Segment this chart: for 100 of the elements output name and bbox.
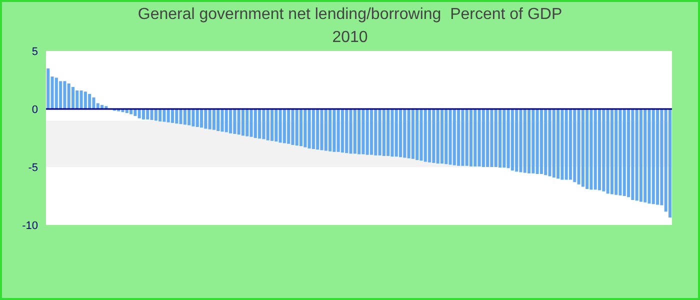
bar xyxy=(548,109,552,176)
bar xyxy=(573,109,576,182)
bar xyxy=(420,109,423,161)
bar xyxy=(606,109,610,194)
bar xyxy=(154,109,158,121)
bar xyxy=(586,109,589,190)
bar xyxy=(432,109,436,163)
bar xyxy=(486,109,490,167)
bar xyxy=(652,109,655,204)
bar xyxy=(436,109,440,164)
bar xyxy=(594,109,597,190)
bar xyxy=(349,109,352,154)
bar xyxy=(328,109,332,152)
bar xyxy=(444,109,448,164)
bar xyxy=(416,109,419,160)
bar xyxy=(237,109,240,135)
bar xyxy=(494,109,498,167)
bar xyxy=(46,68,50,109)
bar xyxy=(80,90,83,109)
bar xyxy=(490,109,494,167)
bar xyxy=(519,109,522,172)
bar xyxy=(590,109,593,190)
bar xyxy=(614,109,618,195)
bar xyxy=(345,109,348,154)
bar xyxy=(552,109,556,178)
bar xyxy=(399,109,402,158)
bar xyxy=(482,109,485,167)
bar xyxy=(635,109,638,201)
bar xyxy=(532,109,535,174)
bar xyxy=(216,109,220,132)
bar xyxy=(274,109,278,142)
bar xyxy=(76,90,79,109)
bar xyxy=(71,86,74,109)
bar xyxy=(581,109,584,187)
bar xyxy=(287,109,290,144)
chart-subtitle: 2010 xyxy=(331,29,369,47)
y-tick-label: 5 xyxy=(32,46,38,58)
bar xyxy=(540,109,543,174)
bar xyxy=(602,109,606,192)
bar xyxy=(370,109,373,155)
bar xyxy=(469,109,472,166)
bar xyxy=(295,109,298,146)
bar xyxy=(266,109,270,140)
bar xyxy=(515,109,518,172)
bar xyxy=(336,109,340,152)
bar xyxy=(308,109,311,148)
bar xyxy=(229,109,232,134)
bar xyxy=(610,109,614,194)
bar xyxy=(166,109,170,122)
bar xyxy=(146,109,150,120)
bar xyxy=(544,109,548,176)
bar xyxy=(262,109,266,140)
bar xyxy=(448,109,452,165)
bar xyxy=(407,109,410,158)
bar xyxy=(386,109,390,156)
bar xyxy=(510,109,514,170)
bar xyxy=(324,109,328,151)
bar xyxy=(179,109,182,124)
bar xyxy=(340,109,344,152)
bar xyxy=(188,109,191,126)
bar xyxy=(498,109,502,168)
bar xyxy=(403,109,406,158)
bar xyxy=(598,109,601,190)
bar xyxy=(506,109,510,168)
bar xyxy=(465,109,468,166)
bar xyxy=(478,109,481,166)
bar xyxy=(502,109,506,168)
chart-title: General government net lending/borrowing Percent of GDP xyxy=(136,6,564,24)
bar xyxy=(270,109,274,141)
bar xyxy=(170,109,174,123)
bar xyxy=(300,109,303,146)
bar xyxy=(254,109,257,138)
bar xyxy=(175,109,178,124)
bar xyxy=(84,92,87,109)
bar xyxy=(320,109,324,150)
bar xyxy=(200,109,204,128)
bar xyxy=(54,78,58,109)
bar xyxy=(212,109,216,130)
bar xyxy=(59,81,62,109)
bar xyxy=(358,109,361,154)
bar xyxy=(648,109,651,204)
bar xyxy=(208,109,212,130)
bar xyxy=(394,109,398,157)
bar xyxy=(452,109,456,166)
bar xyxy=(656,109,660,205)
bar xyxy=(560,109,564,180)
y-tick-label: 0 xyxy=(32,104,38,116)
y-tick-label: -5 xyxy=(28,162,38,174)
bar xyxy=(556,109,560,179)
bar xyxy=(183,109,186,125)
bar xyxy=(304,109,307,148)
bar xyxy=(158,109,162,122)
bar xyxy=(150,109,154,120)
bar xyxy=(250,109,253,137)
bar xyxy=(564,109,568,180)
bar xyxy=(457,109,460,166)
bar xyxy=(220,109,224,132)
bar xyxy=(63,81,66,109)
bar xyxy=(241,109,244,136)
bar xyxy=(411,109,414,159)
